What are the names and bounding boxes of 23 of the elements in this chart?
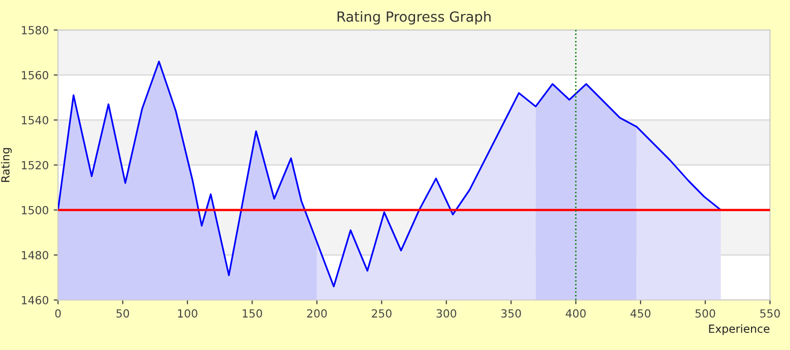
y-tick-label: 1520 — [22, 160, 48, 170]
y-tick-label: 1500 — [22, 206, 48, 214]
y-tick-label: 1540 — [22, 116, 48, 124]
x-axis-title: Experience — [709, 324, 770, 336]
y-tick-label: 1580 — [22, 26, 48, 34]
chart-title: Rating Progress Graph — [338, 11, 491, 25]
x-tick-label: 150 — [242, 309, 262, 318]
line-series — [58, 60, 722, 288]
x-tick-label: 250 — [372, 309, 392, 318]
x-tick-label: 400 — [566, 309, 586, 318]
x-tick-label: 500 — [696, 309, 716, 318]
x-tick-label: 450 — [630, 309, 650, 318]
x-tick-label: 50 — [116, 309, 130, 318]
x-tick-label: 100 — [178, 309, 198, 318]
x-tick-label: 550 — [760, 309, 780, 318]
y-tick-label: 1480 — [22, 250, 48, 260]
x-tick-label: 300 — [436, 309, 456, 318]
x-tick-label: 350 — [501, 309, 521, 318]
x-tick-label: 200 — [307, 309, 327, 318]
x-tick-label: 0 — [55, 309, 61, 318]
y-axis-title: Rating — [0, 148, 12, 182]
y-tick-label: 1560 — [22, 70, 48, 80]
y-tick-label: 1460 — [22, 296, 48, 304]
